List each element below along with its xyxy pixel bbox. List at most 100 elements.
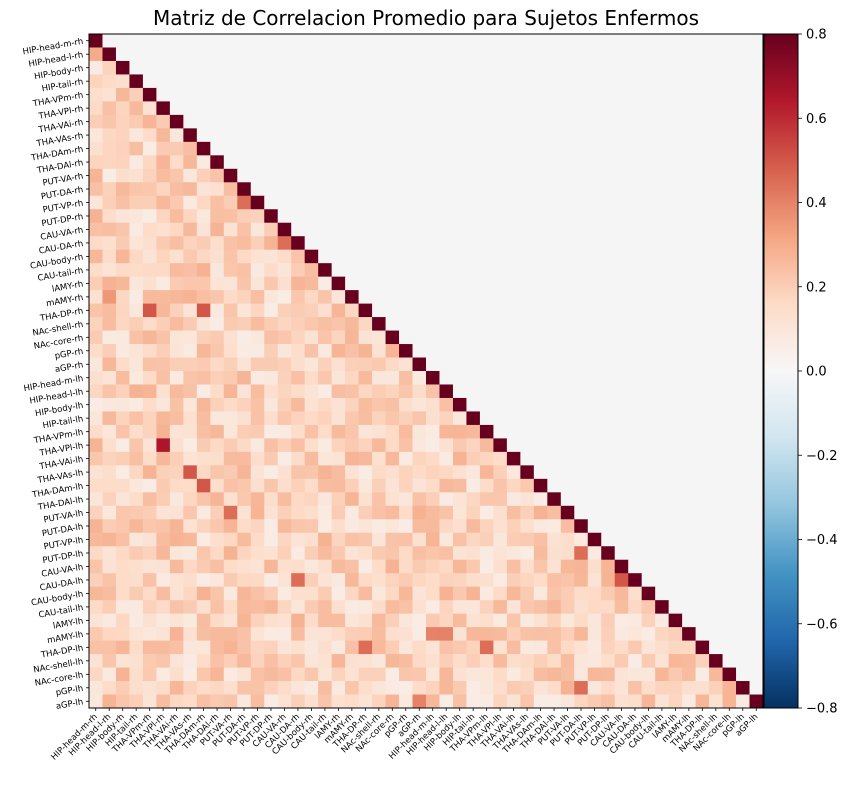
heatmap-cell bbox=[628, 101, 643, 116]
heatmap-cell bbox=[426, 559, 440, 574]
heatmap-cell bbox=[399, 330, 413, 345]
heatmap-cell bbox=[709, 236, 723, 251]
heatmap-cell bbox=[102, 60, 117, 75]
heatmap-cell bbox=[641, 667, 656, 682]
heatmap-cell bbox=[115, 627, 130, 641]
heatmap-cell bbox=[479, 478, 494, 493]
heatmap-cell bbox=[452, 654, 467, 668]
heatmap-cell bbox=[183, 114, 198, 129]
heatmap-cell bbox=[655, 384, 670, 399]
heatmap-cell bbox=[277, 600, 292, 615]
heatmap-cell bbox=[291, 492, 306, 507]
heatmap-cell bbox=[250, 155, 265, 170]
heatmap-cell bbox=[452, 60, 467, 75]
heatmap-cell bbox=[250, 411, 265, 426]
heatmap-cell bbox=[156, 411, 171, 426]
heatmap-cell bbox=[304, 182, 319, 197]
heatmap-cell bbox=[520, 492, 535, 507]
heatmap-cell bbox=[439, 438, 454, 453]
heatmap-cell bbox=[264, 519, 279, 534]
heatmap-cell bbox=[506, 384, 521, 399]
heatmap-cell bbox=[682, 290, 696, 304]
heatmap-cell bbox=[452, 74, 467, 89]
heatmap-cell bbox=[493, 47, 508, 62]
heatmap-cell bbox=[210, 532, 225, 547]
heatmap-cell bbox=[722, 303, 737, 318]
heatmap-cell bbox=[601, 681, 616, 695]
heatmap-cell bbox=[749, 519, 764, 534]
heatmap-cell bbox=[142, 344, 157, 358]
heatmap-cell bbox=[102, 397, 117, 412]
heatmap-cell bbox=[115, 222, 130, 237]
heatmap-cell bbox=[452, 397, 467, 412]
heatmap-cell bbox=[169, 34, 184, 48]
heatmap-cell bbox=[102, 586, 117, 601]
heatmap-cell bbox=[196, 384, 211, 399]
heatmap-cell bbox=[372, 344, 386, 358]
heatmap-cell bbox=[264, 371, 279, 385]
heatmap-cell bbox=[506, 87, 521, 102]
heatmap-cell bbox=[426, 330, 440, 345]
heatmap-cell bbox=[237, 424, 252, 439]
heatmap-cell bbox=[277, 397, 292, 412]
heatmap-cell bbox=[89, 532, 103, 547]
heatmap-cell bbox=[641, 640, 656, 655]
heatmap-cell bbox=[695, 101, 710, 116]
heatmap-cell bbox=[452, 128, 467, 143]
heatmap-cell bbox=[479, 276, 494, 291]
heatmap-cell bbox=[749, 411, 764, 426]
heatmap-cell bbox=[560, 532, 575, 547]
heatmap-cell bbox=[466, 424, 481, 439]
heatmap-cell bbox=[264, 114, 279, 129]
heatmap-cell bbox=[156, 168, 171, 183]
heatmap-cell bbox=[668, 87, 683, 102]
heatmap-cell bbox=[709, 276, 723, 291]
heatmap-cell bbox=[749, 34, 764, 48]
heatmap-cell bbox=[560, 397, 575, 412]
heatmap-cell bbox=[426, 34, 440, 48]
heatmap-cell bbox=[102, 168, 117, 183]
heatmap-cell bbox=[89, 586, 103, 601]
heatmap-cell bbox=[412, 371, 427, 385]
heatmap-cell bbox=[196, 155, 211, 170]
heatmap-cell bbox=[372, 654, 386, 668]
heatmap-cell bbox=[223, 559, 238, 574]
heatmap-cell bbox=[89, 60, 103, 75]
heatmap-cell bbox=[196, 303, 211, 318]
heatmap-cell bbox=[210, 492, 225, 507]
heatmap-cell bbox=[709, 600, 723, 615]
heatmap-cell bbox=[250, 114, 265, 129]
heatmap-cell bbox=[304, 101, 319, 116]
heatmap-cell bbox=[520, 34, 535, 48]
heatmap-cell bbox=[264, 249, 279, 264]
heatmap-cell bbox=[89, 74, 103, 89]
heatmap-cell bbox=[493, 627, 508, 641]
heatmap-cell bbox=[318, 384, 333, 399]
heatmap-cell bbox=[129, 344, 144, 358]
heatmap-cell bbox=[237, 478, 252, 493]
heatmap-cell bbox=[695, 586, 710, 601]
heatmap-cell bbox=[358, 492, 373, 507]
heatmap-cell bbox=[547, 681, 562, 695]
heatmap-cell bbox=[506, 667, 521, 682]
heatmap-cell bbox=[587, 60, 602, 75]
heatmap-cell bbox=[183, 384, 198, 399]
heatmap-cell bbox=[115, 195, 130, 210]
heatmap-cell bbox=[749, 357, 764, 372]
heatmap-cell bbox=[89, 101, 103, 116]
heatmap-cell bbox=[210, 451, 225, 466]
heatmap-cell bbox=[695, 141, 710, 156]
heatmap-cell bbox=[587, 424, 602, 439]
heatmap-cell bbox=[183, 141, 198, 156]
heatmap-cell bbox=[331, 667, 346, 682]
heatmap-cell bbox=[399, 640, 413, 655]
heatmap-cell bbox=[560, 384, 575, 399]
heatmap-cell bbox=[628, 654, 643, 668]
heatmap-cell bbox=[345, 546, 359, 561]
heatmap-cell bbox=[142, 384, 157, 399]
heatmap-cell bbox=[587, 236, 602, 251]
heatmap-cell bbox=[102, 613, 117, 628]
heatmap-cell bbox=[668, 667, 683, 682]
heatmap-cell bbox=[142, 654, 157, 668]
